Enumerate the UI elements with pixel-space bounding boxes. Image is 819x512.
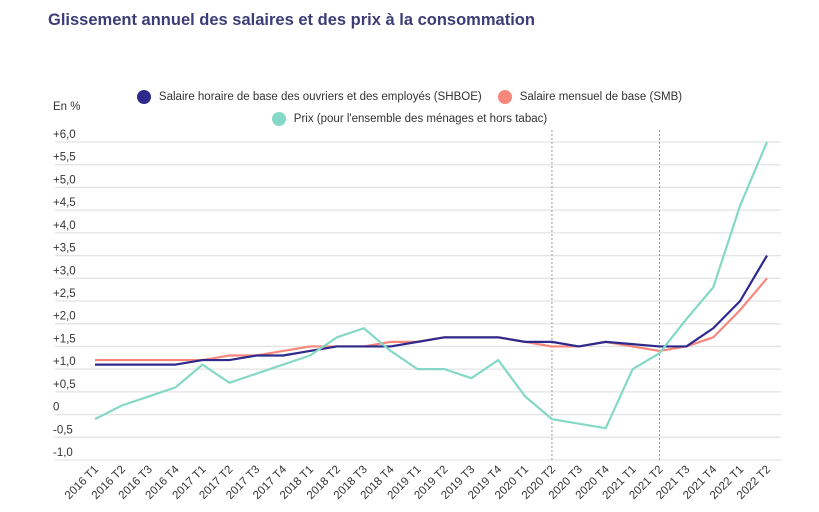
y-tick-label: +2,0 (53, 311, 76, 323)
legend-label: Salaire mensuel de base (SMB) (519, 91, 683, 103)
y-tick-label: +4,5 (53, 197, 76, 209)
y-tick-label: +6,0 (53, 129, 76, 141)
series-line-shboe (95, 255, 768, 366)
series-line-smb (95, 277, 768, 362)
legend-item-shboe: Salaire horaire de base des ouvriers et … (136, 90, 482, 104)
legend-label: Salaire horaire de base des ouvriers et … (158, 91, 482, 103)
y-tick-label: +5,5 (53, 152, 76, 164)
legend: Salaire horaire de base des ouvriers et … (0, 86, 819, 130)
y-tick-label: -1,0 (53, 447, 73, 459)
y-tick-label: +5,0 (53, 174, 76, 186)
chart-title: Glissement annuel des salaires et des pr… (48, 11, 535, 29)
y-tick-label: +1,0 (53, 356, 76, 368)
legend-label: Prix (pour l'ensemble des ménages et hor… (293, 113, 548, 125)
legend-swatch-prix (271, 112, 286, 126)
legend-item-smb: Salaire mensuel de base (SMB) (497, 90, 683, 104)
y-axis-unit: En % (53, 101, 81, 113)
y-tick-label: +2,5 (53, 288, 76, 300)
y-tick-label: +3,5 (53, 243, 76, 255)
y-tick-label: +1,5 (53, 333, 76, 345)
y-tick-label: +4,0 (53, 220, 76, 232)
legend-item-prix: Prix (pour l'ensemble des ménages et hor… (271, 112, 548, 126)
y-tick-label: 0 (53, 402, 59, 414)
series-line-prix (94, 141, 769, 430)
y-tick-label: +0,5 (53, 379, 76, 391)
y-tick-label: +3,0 (53, 265, 76, 277)
legend-swatch-shboe (136, 90, 151, 104)
y-tick-label: -0,5 (53, 424, 73, 436)
legend-swatch-smb (497, 90, 512, 104)
